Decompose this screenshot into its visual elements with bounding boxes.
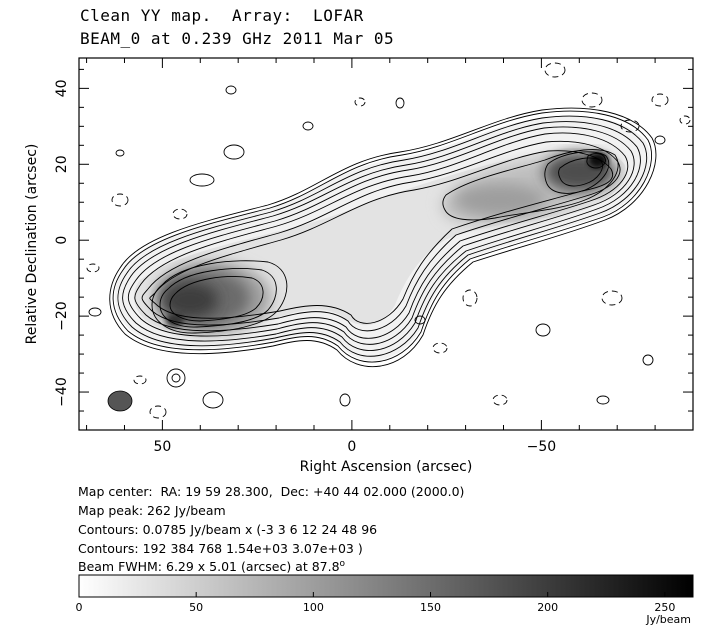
y-tick-label: 40 bbox=[54, 79, 70, 97]
degree-mark: o bbox=[339, 559, 346, 569]
negative-contours bbox=[86, 62, 691, 419]
colorbar-tick-label: 250 bbox=[654, 601, 675, 614]
beam-fwhm-text: Beam FWHM: 6.29 x 5.01 (arcsec) at 87.8o bbox=[78, 559, 345, 574]
beam-ellipse bbox=[107, 390, 133, 412]
colorbar-tick-label: 200 bbox=[537, 601, 558, 614]
y-tick-label: −40 bbox=[54, 377, 70, 407]
colorbar-unit: Jy/beam bbox=[645, 613, 691, 626]
chart-subtitle: BEAM_0 at 0.239 GHz 2011 Mar 05 bbox=[80, 29, 395, 48]
map-center-text: Map center: RA: 19 59 28.300, Dec: +40 4… bbox=[78, 484, 465, 499]
colorbar-tick-label: 150 bbox=[420, 601, 441, 614]
x-tick-label: −50 bbox=[527, 439, 557, 455]
x-axis-label: Right Ascension (arcsec) bbox=[300, 459, 473, 475]
plot-frame bbox=[78, 57, 694, 431]
contours bbox=[88, 85, 666, 409]
colorbar-tick-label: 50 bbox=[189, 601, 203, 614]
colorbar bbox=[78, 574, 694, 598]
contours-text-1: Contours: 0.0785 Jy/beam x (-3 3 6 12 24… bbox=[78, 522, 378, 537]
chart-title: Clean YY map. Array: LOFAR bbox=[80, 6, 364, 25]
colorbar-tick-label: 0 bbox=[76, 601, 83, 614]
contours-text-2: Contours: 192 384 768 1.54e+03 3.07e+03 … bbox=[78, 541, 363, 556]
y-tick-label: 20 bbox=[54, 155, 70, 173]
beam-fwhm-value: Beam FWHM: 6.29 x 5.01 (arcsec) at 87.8 bbox=[78, 559, 340, 575]
x-tick-label: 50 bbox=[153, 439, 171, 455]
x-tick-label: 0 bbox=[347, 439, 356, 455]
colorbar-tick-label: 100 bbox=[303, 601, 324, 614]
intensity-image bbox=[115, 115, 651, 361]
y-tick-label: −20 bbox=[54, 301, 70, 331]
map-peak-text: Map peak: 262 Jy/beam bbox=[78, 503, 226, 518]
y-tick-label: 0 bbox=[54, 236, 70, 245]
y-axis-label: Relative Declination (arcsec) bbox=[24, 144, 40, 345]
